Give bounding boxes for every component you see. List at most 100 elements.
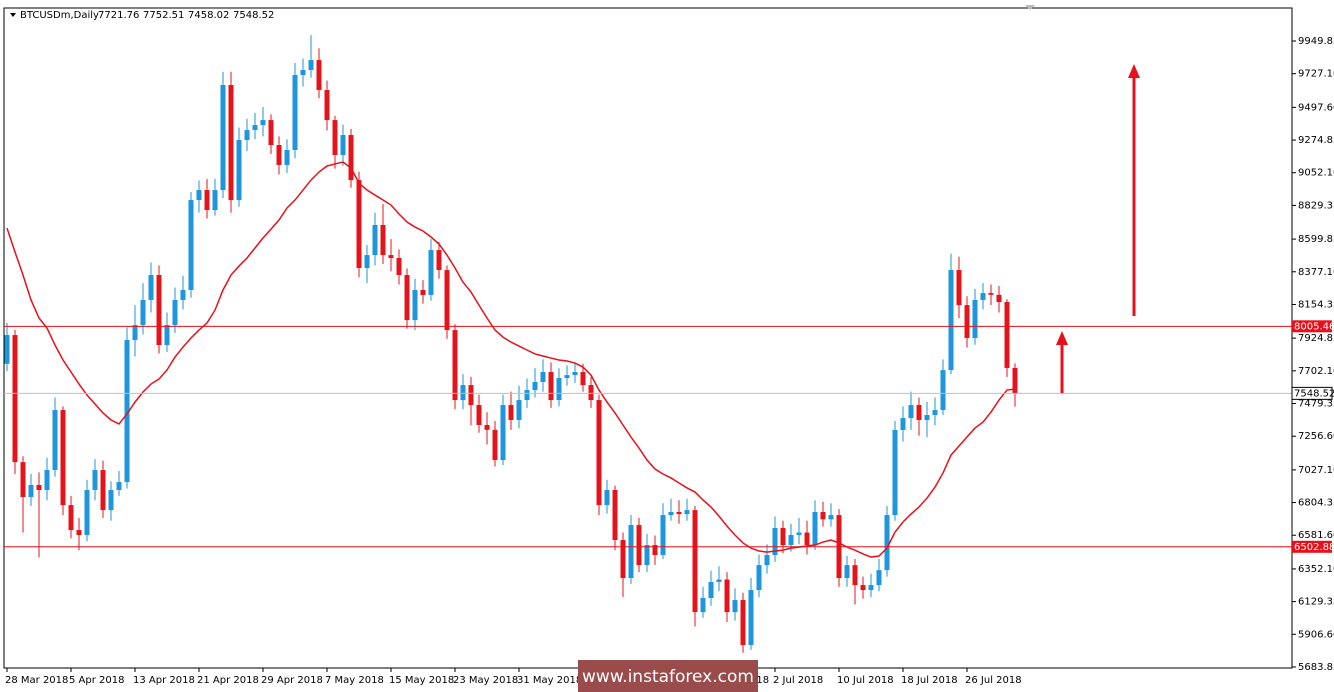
candle-body xyxy=(364,255,370,268)
candle-body xyxy=(940,370,946,411)
candle-body xyxy=(84,489,90,536)
ohlc-close: 7548.52 xyxy=(233,10,274,21)
candle-body xyxy=(812,512,818,546)
candle-body xyxy=(132,325,138,341)
candle-body xyxy=(564,375,570,379)
y-tick-label: 9727.10 xyxy=(1298,69,1334,80)
candle-body xyxy=(988,293,994,295)
candle-body xyxy=(28,485,34,498)
candle-body xyxy=(876,570,882,586)
y-tick-label: 6352.10 xyxy=(1298,564,1334,575)
candle-body xyxy=(116,482,122,490)
x-tick-label: 10 Jul 2018 xyxy=(837,675,894,686)
candle-body xyxy=(484,424,490,430)
candle-body xyxy=(980,293,986,300)
candle-body xyxy=(676,512,682,515)
candle-body xyxy=(68,505,74,531)
candle-body xyxy=(820,512,826,520)
arrow xyxy=(1056,331,1068,393)
candle-body xyxy=(596,400,602,506)
candle-body xyxy=(388,255,394,259)
candle-body xyxy=(660,515,666,555)
candle-body xyxy=(668,512,674,516)
candle-body xyxy=(476,405,482,425)
candle-body xyxy=(900,418,906,430)
y-tick-label: 7924.85 xyxy=(1298,333,1334,344)
watermark-box xyxy=(578,660,758,692)
candle-body xyxy=(868,585,874,591)
candle-body xyxy=(860,585,866,591)
candle-body xyxy=(284,150,290,165)
candle-body xyxy=(828,515,834,520)
candle-body xyxy=(972,299,978,338)
candle-body xyxy=(780,527,786,546)
y-tick-label: 6581.60 xyxy=(1298,530,1334,541)
candle-body xyxy=(964,305,970,338)
candle-body xyxy=(164,325,170,346)
plot-frame xyxy=(3,7,1293,669)
candle-body xyxy=(612,489,618,541)
candle-body xyxy=(796,532,802,536)
candle-body xyxy=(524,390,530,401)
candle-body xyxy=(916,405,922,421)
candle-body xyxy=(572,372,578,376)
x-tick-label: 5 Apr 2018 xyxy=(69,675,124,686)
candle-body xyxy=(724,579,730,613)
y-tick-label: 5906.60 xyxy=(1298,629,1334,640)
candle-body xyxy=(756,565,762,591)
candle-body xyxy=(260,120,266,126)
candle-body xyxy=(628,525,634,579)
candle-body xyxy=(188,200,194,290)
candle-body xyxy=(356,180,362,268)
y-tick-label: 5683.85 xyxy=(1298,662,1334,673)
scroll-marker xyxy=(1025,5,1035,10)
candle-body xyxy=(604,489,610,506)
candle-body xyxy=(892,429,898,516)
candle-body xyxy=(212,190,218,211)
candle-body xyxy=(1004,302,1010,368)
candle-body xyxy=(804,532,810,546)
candle-body xyxy=(12,335,18,463)
candle-body xyxy=(460,385,466,401)
y-tick-label: 8154.35 xyxy=(1298,299,1334,310)
candle-body xyxy=(380,224,386,256)
x-tick-label: 23 May 2018 xyxy=(453,675,518,686)
candle-body xyxy=(996,294,1002,303)
candle-body xyxy=(748,590,754,646)
candle-body xyxy=(36,485,42,490)
candle-body xyxy=(276,145,282,165)
y-tick-label: 6804.35 xyxy=(1298,498,1334,509)
candle-body xyxy=(556,378,562,401)
candle-body xyxy=(268,120,274,146)
candle-body xyxy=(348,135,354,181)
candle-body xyxy=(580,372,586,386)
level-label: 8005.46 xyxy=(1294,321,1334,332)
x-tick-label: 15 May 2018 xyxy=(389,675,454,686)
y-tick-label: 7479.35 xyxy=(1298,399,1334,410)
candle-body xyxy=(692,510,698,613)
level-label-box xyxy=(1292,540,1332,553)
candle-body xyxy=(948,270,954,371)
candle-body xyxy=(76,530,82,536)
candle-body xyxy=(924,415,930,421)
y-tick-label: 7256.60 xyxy=(1298,431,1334,442)
candle-body xyxy=(292,75,298,151)
level-label-box xyxy=(1292,320,1332,333)
candle-body xyxy=(708,581,714,598)
price-label-box xyxy=(1291,386,1333,400)
y-tick-label: 9274.85 xyxy=(1298,135,1334,146)
ohlc-open: 7721.76 xyxy=(98,10,139,21)
y-tick-label: 9497.60 xyxy=(1298,102,1334,113)
candle-body xyxy=(500,405,506,461)
y-tick-label: 7702.10 xyxy=(1298,366,1334,377)
candle-body xyxy=(716,579,722,582)
candle-body xyxy=(20,462,26,498)
candle-body xyxy=(588,385,594,401)
candle-body xyxy=(412,289,418,321)
candle-body xyxy=(140,299,146,326)
candle-body xyxy=(316,60,322,90)
x-tick-label: 18 Jul 2018 xyxy=(901,675,958,686)
candle-body xyxy=(324,89,330,121)
candle-body xyxy=(124,340,130,483)
